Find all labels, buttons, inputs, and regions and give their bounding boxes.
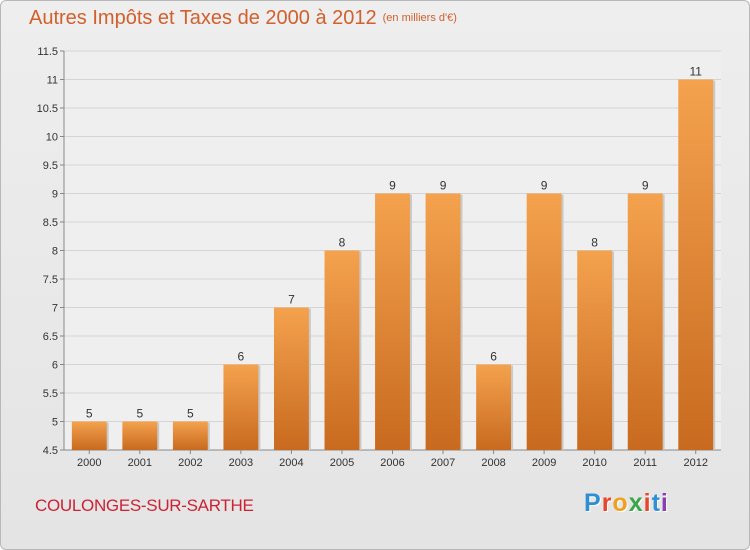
y-tick-label: 9 [52,189,58,201]
y-tick-label: 6.5 [43,331,58,343]
x-tick-label: 2006 [380,457,404,469]
y-tick-label: 8 [52,246,58,258]
y-tick-label: 7.5 [43,274,58,286]
y-tick-label: 8.5 [43,217,58,229]
x-tick-label: 2008 [481,457,505,469]
bar [273,307,309,450]
bar [476,364,512,450]
bar [577,250,613,450]
x-tick-label: 2000 [77,457,101,469]
bar-value-label: 8 [591,236,598,250]
logo-letter: t [651,489,661,517]
bar-value-label: 6 [238,350,245,364]
bar [526,193,562,450]
bar-value-label: 9 [440,179,447,193]
bar-value-label: 9 [541,179,548,193]
x-tick-label: 2011 [633,457,657,469]
y-tick-label: 7 [52,303,58,315]
x-tick-label: 2010 [582,457,606,469]
y-tick-label: 5.5 [43,388,58,400]
logo-letter: i [660,489,669,517]
bar-value-label: 5 [136,407,143,421]
x-tick-label: 2009 [532,457,556,469]
y-tick-label: 11.5 [37,46,58,58]
bar [425,193,461,450]
logo-letter: x [628,489,644,517]
x-tick-label: 2012 [683,457,707,469]
bar-value-label: 5 [187,407,194,421]
bar [71,421,107,450]
x-tick-label: 2001 [128,457,152,469]
bar-value-label: 11 [689,65,702,79]
y-tick-label: 5 [52,417,58,429]
y-tick-label: 4.5 [43,445,58,457]
commune-name: COULONGES-SUR-SARTHE [35,496,254,515]
bar-value-label: 9 [642,179,649,193]
x-tick-label: 2004 [279,457,303,469]
bar-value-label: 5 [86,407,93,421]
y-tick-label: 11 [47,75,58,87]
bar [324,250,360,450]
y-tick-label: 10.5 [37,103,58,115]
bar [678,79,714,450]
bar [375,193,410,450]
chart-title: Autres Impôts et Taxes de 2000 à 2012 (en… [29,7,457,30]
bar [122,421,158,450]
bar-value-label: 9 [389,179,396,193]
x-tick-label: 2002 [178,457,202,469]
logo-letter: r [601,489,613,517]
x-tick-label: 2003 [229,457,253,469]
y-tick-label: 10 [46,132,58,144]
logo-letter: P [584,489,602,517]
title-text: Autres Impôts et Taxes de 2000 à 2012 [29,7,377,29]
x-tick-label: 2007 [431,457,455,469]
logo-letter: o [612,489,629,517]
bar-value-label: 6 [490,350,497,364]
title-unit: (en milliers d'€) [382,12,457,24]
bar [172,421,208,450]
y-tick-label: 9.5 [43,160,58,172]
bar-value-label: 7 [288,293,295,307]
bar [223,364,259,450]
bar-value-label: 8 [339,236,346,250]
logo-letter: i [643,489,652,517]
y-tick-label: 6 [52,360,58,372]
bar [627,193,663,450]
x-tick-label: 2005 [330,457,354,469]
proxiti-logo[interactable]: Proxiti [584,489,669,518]
